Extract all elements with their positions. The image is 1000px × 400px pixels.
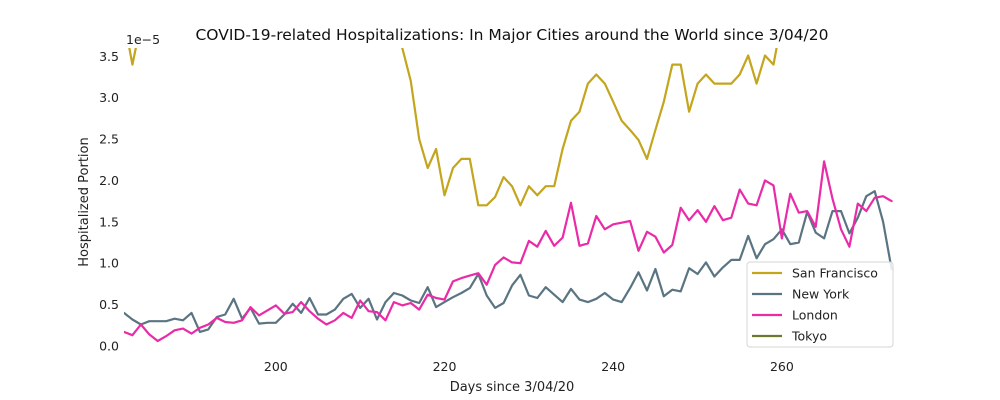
y-tick-label: 0.5 [99,297,119,312]
y-tick-label: 2.0 [99,173,119,188]
series-line-new-york [124,190,893,333]
x-tick-label: 200 [264,359,288,374]
legend: San Francisco New York London Tokyo [746,261,894,348]
chart-title: COVID-19-related Hospitalizations: In Ma… [195,26,828,44]
x-tick-label: 220 [433,359,457,374]
x-tick-label: 240 [601,359,625,374]
legend-box [746,261,894,348]
y-tick-label: 2.5 [99,132,119,147]
series-line-san-francisco [401,48,778,207]
legend-label: Tokyo [791,329,827,344]
legend-label: London [792,308,838,323]
y-offset-text: 1e−5 [126,32,160,47]
y-tick-label: 1.5 [99,214,119,229]
y-tick-label: 3.5 [99,49,119,64]
legend-label: New York [792,287,850,302]
legend-label: San Francisco [792,266,878,281]
x-tick-label: 260 [770,359,794,374]
series-line-london [124,160,893,343]
y-tick-label: 0.0 [99,339,119,354]
series-line-san-francisco [128,48,137,66]
y-ticks: 0.0 0.5 1.0 1.5 2.0 2.5 3.0 3.5 [99,49,119,354]
x-axis-label: Days since 3/04/20 [450,380,575,395]
series-lines [124,48,893,343]
y-tick-label: 3.0 [99,90,119,105]
y-tick-label: 1.0 [99,256,119,271]
y-axis-label: Hospitalized Portion [77,137,92,266]
x-ticks: 200 220 240 260 [264,359,794,374]
